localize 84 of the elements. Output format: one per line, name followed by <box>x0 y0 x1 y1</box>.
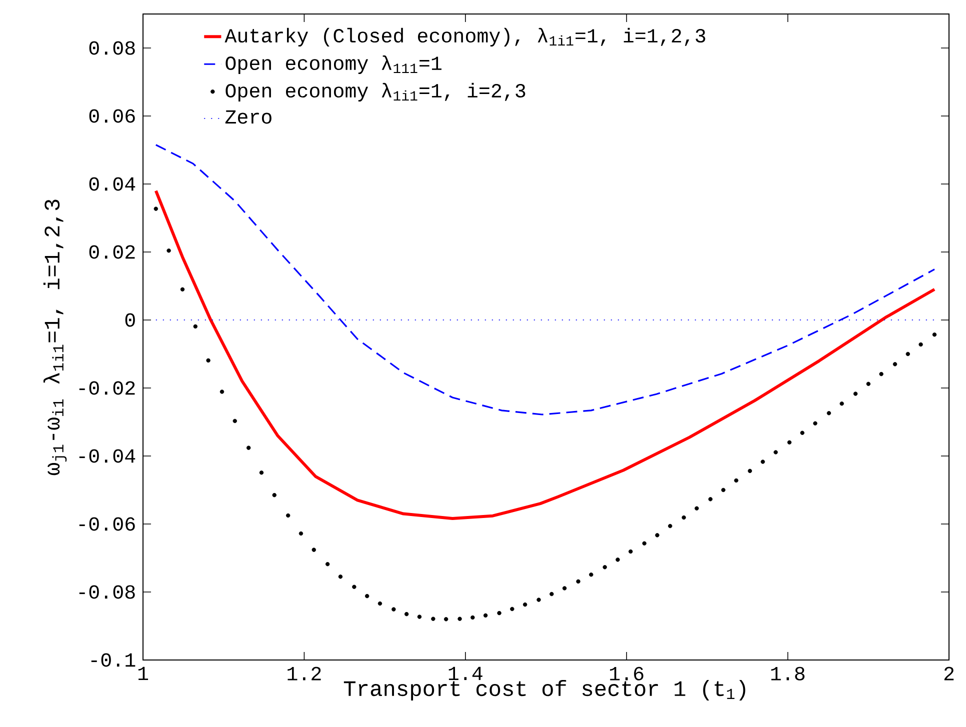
point <box>694 506 699 510</box>
point <box>220 390 224 394</box>
point <box>193 324 198 329</box>
point <box>404 612 409 616</box>
y-tick-label: -0.06 <box>79 517 135 531</box>
y-tick-label: -0.08 <box>79 585 135 599</box>
point <box>392 607 396 612</box>
point <box>298 531 304 536</box>
legend-label: Open economy λ$_{1i1}$=1, i=2,3 <box>226 82 526 102</box>
point <box>232 418 237 424</box>
y-tick-label: -0.1 <box>91 653 136 667</box>
point <box>708 497 713 502</box>
point <box>879 372 884 376</box>
point <box>616 558 620 562</box>
y-tick-label: -0.04 <box>79 449 136 463</box>
point <box>338 574 343 579</box>
point <box>840 402 844 406</box>
point <box>352 584 356 589</box>
point <box>628 549 633 554</box>
point <box>444 617 448 622</box>
x-tick-label: 2 <box>944 666 954 680</box>
y-tick-label: -0.02 <box>79 381 135 395</box>
point <box>166 248 171 253</box>
x-tick-label: 1.4 <box>448 666 482 680</box>
point <box>826 411 832 416</box>
point <box>932 332 937 337</box>
y-tick-label: 0.06 <box>89 109 135 123</box>
point <box>906 352 910 356</box>
x-axis-title: Transport cost of sector 1 (t$_{1}$) <box>344 680 746 700</box>
point <box>431 616 436 621</box>
y-tick-label: 0.02 <box>89 245 135 259</box>
y-axis-title: ω$_{j1}$-ω$_{i1}$ λ$_{1i1}$=1, i=1,2,3 <box>43 200 67 476</box>
point <box>458 616 462 621</box>
point <box>550 592 554 596</box>
point <box>668 524 672 528</box>
line-series <box>154 189 936 520</box>
point <box>246 446 251 450</box>
x-tick-label: 1.6 <box>610 666 644 680</box>
point <box>748 468 752 474</box>
point <box>470 615 475 620</box>
point <box>510 606 514 612</box>
point <box>787 440 792 444</box>
x-tick-label: 1.8 <box>771 666 804 680</box>
point <box>272 492 276 498</box>
point <box>800 430 804 435</box>
point <box>364 594 370 598</box>
point <box>721 488 726 492</box>
point <box>655 533 660 538</box>
x-tick-label: 1.2 <box>288 666 321 680</box>
point <box>576 579 580 584</box>
point <box>760 460 765 464</box>
point <box>378 601 382 606</box>
point <box>522 602 528 607</box>
point <box>206 358 210 363</box>
y-tick-label: 0.08 <box>89 41 135 55</box>
point <box>312 548 316 552</box>
point <box>853 392 858 396</box>
point <box>497 610 502 616</box>
legend-label: Autarky (Closed economy), λ$_{1i1}$=1, i=1,2,3 <box>224 28 706 47</box>
point <box>180 287 185 292</box>
point <box>813 421 818 426</box>
point <box>483 613 488 618</box>
point <box>536 598 541 602</box>
point <box>417 614 422 619</box>
point <box>325 562 330 566</box>
y-tick-label: 0 <box>125 313 135 327</box>
point <box>774 450 778 454</box>
point <box>682 515 686 520</box>
y-tick-label: 0.04 <box>89 177 136 191</box>
point <box>562 586 567 590</box>
point <box>259 470 264 475</box>
point <box>602 565 607 570</box>
point <box>154 206 158 211</box>
legend-label: Open economy λ$_{111}$=1 <box>226 55 442 74</box>
x-tick-label: 1 <box>138 666 148 680</box>
point <box>918 342 923 347</box>
point <box>866 382 871 386</box>
line-series <box>155 144 936 416</box>
legend-label: Zero <box>225 110 272 124</box>
point <box>286 513 290 518</box>
point <box>892 362 898 366</box>
point <box>589 572 594 577</box>
point <box>642 541 646 546</box>
point <box>734 478 738 483</box>
